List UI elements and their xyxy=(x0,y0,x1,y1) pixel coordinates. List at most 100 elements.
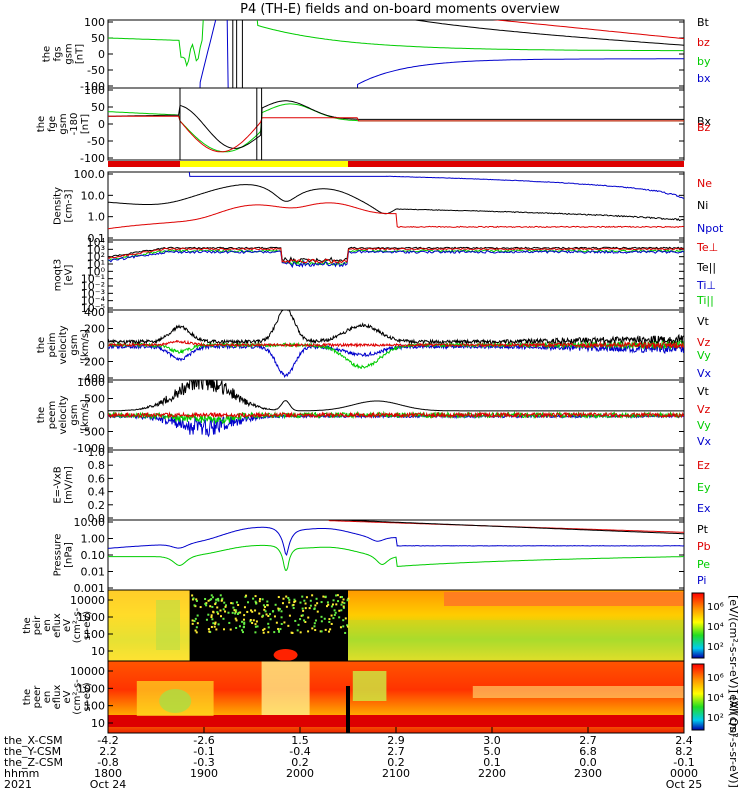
pressure-data xyxy=(108,520,684,571)
peir-speckle xyxy=(267,622,270,625)
efield-ylabel-line: [mV/m] xyxy=(64,466,75,504)
peir-speckle xyxy=(255,620,258,623)
peim-velocity-legend-3: Vx xyxy=(697,367,712,380)
peer-eflux-ylabel-line: sr-eV) xyxy=(82,682,93,711)
peir-speckle xyxy=(339,596,342,599)
peir-speckle xyxy=(223,628,226,631)
peir-speckle xyxy=(235,619,238,622)
density-series-ne xyxy=(108,202,684,230)
peem-velocity-legend-3: Vx xyxy=(697,435,712,448)
peir-speckle xyxy=(313,625,316,628)
pressure-series-pi xyxy=(108,526,684,556)
peir-speckle xyxy=(277,629,280,632)
pressure-series-pe xyxy=(108,544,684,571)
peir-speckle xyxy=(262,631,265,634)
peir-speckle xyxy=(328,621,331,624)
peir-speckle xyxy=(304,602,307,605)
peem-velocity-ylabel: the peem velocity gsm [km/s] xyxy=(36,395,91,434)
date-start: Oct 24 xyxy=(90,778,127,791)
peir-speckle xyxy=(219,609,222,612)
peir-speckle xyxy=(191,619,194,622)
temperature-series-teperp xyxy=(108,247,684,264)
peer-eflux-colorbar-tick: 10² xyxy=(707,713,724,724)
pressure-legend-2: Pe xyxy=(697,558,710,571)
density-frame xyxy=(107,171,685,241)
temperature-ylabel-line: moqt3 xyxy=(53,259,64,292)
peir-speckle xyxy=(292,603,295,606)
peir-speckle xyxy=(343,602,346,605)
peir-speckle xyxy=(332,617,335,620)
colorbar-label-elec: [eV/(cm²-s-sr-eV)] xyxy=(727,690,740,788)
peir-eflux-ylabel-line: sr-eV) xyxy=(82,611,93,640)
fgs-series-bt xyxy=(412,20,684,46)
peir-speckle xyxy=(266,604,269,607)
peir-speckle xyxy=(263,608,266,611)
peir-eflux-ytick-label: 1000 xyxy=(77,611,105,624)
peir-speckle xyxy=(209,605,212,608)
peir-speckle xyxy=(324,595,327,598)
peir-speckle xyxy=(313,607,316,610)
peir-speckle xyxy=(243,606,246,609)
peir-speckle xyxy=(193,620,196,623)
density-legend-1: Ni xyxy=(697,199,708,212)
peir-speckle xyxy=(217,612,220,615)
peem-velocity-ytick-label: 0 xyxy=(98,409,105,422)
fgs-ylabel: the fgs gsm [nT] xyxy=(42,43,86,64)
peir-speckle xyxy=(207,613,210,616)
peir-speckle xyxy=(333,609,336,612)
peir-speckle xyxy=(280,616,283,619)
peem-velocity-ytick-label: 500 xyxy=(84,393,105,406)
pressure-legend-1: Pb xyxy=(697,540,711,553)
x-csm-value: 2.7 xyxy=(579,734,597,747)
pressure-ytick-label: 0.10 xyxy=(81,549,106,562)
peir-speckle xyxy=(249,620,252,623)
pressure-ytick-label: 1.00 xyxy=(81,533,106,546)
z-csm-value: 0.2 xyxy=(291,756,309,769)
peir-speckle xyxy=(195,599,198,602)
peir-speckle xyxy=(323,617,326,620)
fgs-ylabel-line: [nT] xyxy=(75,44,86,64)
density-series-ni xyxy=(108,184,684,222)
peir-speckle xyxy=(216,611,219,614)
panel-mode-bar xyxy=(108,161,684,167)
colorbar-label-text: [eV/(cm²-s-sr-eV)] xyxy=(727,690,740,788)
peir-speckle xyxy=(192,597,195,600)
peim-velocity-ylabel-line: [km/s] xyxy=(80,329,91,361)
peem-velocity-ylabel-line: peem xyxy=(47,401,58,429)
fgs-ylabel-line: gsm xyxy=(64,43,75,64)
peir-speckle xyxy=(235,626,238,629)
efield-ylabel-line: E=-VxB xyxy=(53,466,64,503)
temperature-ytick-label: 10⁻² xyxy=(81,280,105,293)
peir-speckle xyxy=(251,621,254,624)
peir-speckle xyxy=(262,604,265,607)
peir-speckle xyxy=(337,600,340,603)
peem-velocity-ylabel-line: velocity xyxy=(58,395,69,434)
fgs-ylabel-line: the xyxy=(42,46,53,62)
hhmm-value: 0000 xyxy=(670,767,698,780)
peir-speckle xyxy=(212,610,215,613)
peir-speckle xyxy=(303,599,306,602)
temperature-ylabel-line: [eV] xyxy=(64,265,75,286)
x-csm-value: -4.2 xyxy=(97,734,118,747)
peir-speckle xyxy=(266,600,269,603)
peir-eflux-ytick-label: 10000 xyxy=(70,594,105,607)
peir-speckle xyxy=(332,599,335,602)
peir-speckle xyxy=(211,596,214,599)
peim-velocity-data xyxy=(108,310,684,379)
peir-speckle xyxy=(258,600,261,603)
peir-speckle xyxy=(287,596,290,599)
z-csm-value: -0.3 xyxy=(193,756,214,769)
peir-speckle xyxy=(340,603,343,606)
panel-peem-velocity: 1000 500 0 -500 -1000 the peem velocity gsm [km/s… xyxy=(36,376,712,455)
efield-ylabel: E=-VxB [mV/m] xyxy=(53,466,75,504)
x-csm-value: 3.0 xyxy=(483,734,501,747)
fge-legend-1: Bz xyxy=(697,121,711,134)
efield-ytick-label: 0.0 xyxy=(88,512,106,525)
peir-speckle xyxy=(326,601,329,604)
peir-speckle xyxy=(316,610,319,613)
fgs-legend-3: bx xyxy=(697,72,711,85)
peir-speckle xyxy=(217,597,220,600)
temperature-ytick-label: 10⁻⁵ xyxy=(81,302,105,315)
peem-velocity-ytick-label: 1000 xyxy=(77,376,105,389)
peir-speckle xyxy=(227,611,230,614)
